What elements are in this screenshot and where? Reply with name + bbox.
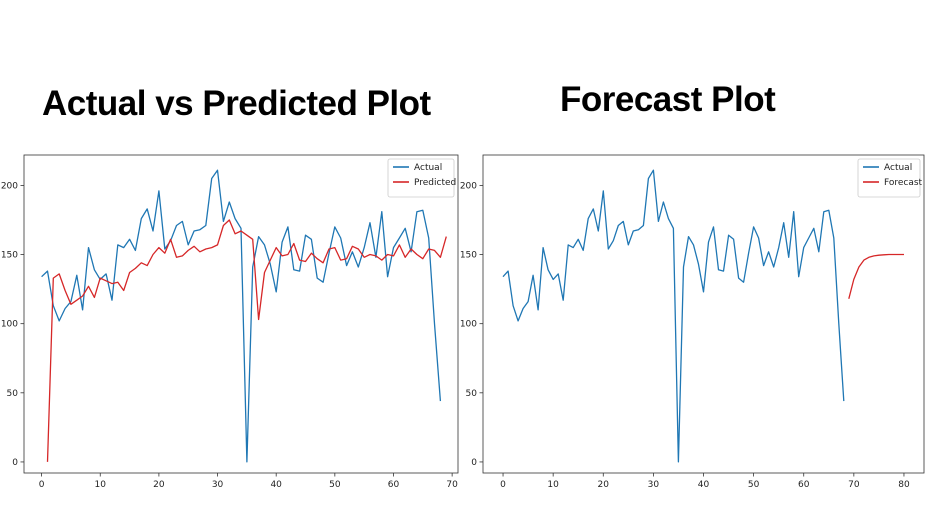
x-tick-label: 40 bbox=[270, 480, 282, 490]
x-tick-label: 0 bbox=[500, 480, 506, 490]
y-tick-label: 150 bbox=[460, 251, 477, 261]
actual-vs-predicted-chart: 0 10 20 30 40 50 60 70 0 50 100 150 200 Actual Predict… bbox=[1, 154, 459, 490]
y-tick-label: 200 bbox=[1, 181, 18, 191]
y-tick-label: 200 bbox=[460, 181, 477, 191]
x-tick-label: 60 bbox=[388, 480, 400, 490]
legend-box bbox=[857, 158, 921, 198]
y-tick-label: 100 bbox=[1, 320, 18, 330]
y-tick-label: 50 bbox=[7, 389, 19, 399]
x-tick-label: 30 bbox=[648, 480, 660, 490]
chart-title-actual-vs-predicted: Actual vs Predicted Plot bbox=[42, 84, 431, 123]
x-tick-label: 80 bbox=[898, 480, 910, 490]
x-tick-label: 20 bbox=[153, 480, 165, 490]
legend-label-forecast: Forecast bbox=[884, 178, 923, 188]
plot-frame bbox=[482, 154, 925, 474]
x-tick-label: 50 bbox=[329, 480, 341, 490]
forecast-chart: 0 10 20 30 40 50 60 70 80 0 50 100 150 200 Actual Forec… bbox=[460, 154, 925, 490]
plot-frame bbox=[23, 154, 459, 474]
y-tick-label: 50 bbox=[466, 389, 478, 399]
x-tick-label: 60 bbox=[798, 480, 810, 490]
series-line-actual bbox=[41, 169, 442, 463]
x-tick-label: 0 bbox=[39, 480, 45, 490]
legend-label-actual: Actual bbox=[884, 163, 912, 173]
y-tick-label: 150 bbox=[1, 251, 18, 261]
x-tick-label: 30 bbox=[212, 480, 224, 490]
series-line-predicted bbox=[46, 219, 447, 462]
y-tick-label: 0 bbox=[471, 458, 477, 468]
series-line-forecast bbox=[848, 253, 904, 299]
legend-label-actual: Actual bbox=[414, 163, 442, 173]
x-tick-label: 20 bbox=[598, 480, 610, 490]
x-tick-label: 70 bbox=[446, 480, 458, 490]
x-tick-label: 70 bbox=[848, 480, 860, 490]
y-tick-label: 100 bbox=[460, 320, 477, 330]
legend-label-predicted: Predicted bbox=[414, 178, 456, 188]
x-tick-label: 10 bbox=[547, 480, 559, 490]
x-tick-label: 50 bbox=[748, 480, 760, 490]
x-tick-label: 40 bbox=[698, 480, 710, 490]
legend-box bbox=[387, 158, 455, 198]
series-line-actual bbox=[502, 169, 845, 463]
x-tick-label: 10 bbox=[95, 480, 107, 490]
chart-title-forecast: Forecast Plot bbox=[560, 80, 776, 119]
y-tick-label: 0 bbox=[12, 458, 18, 468]
